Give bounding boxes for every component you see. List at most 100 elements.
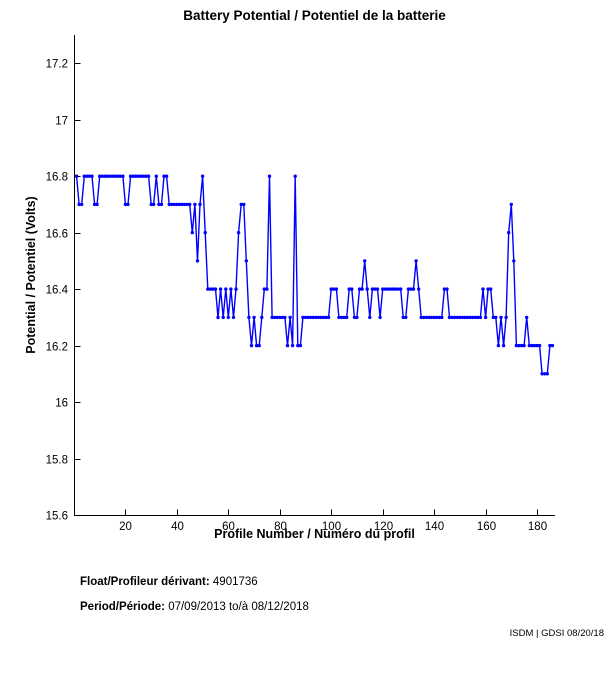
data-point-marker <box>450 315 454 320</box>
data-point-marker <box>190 230 194 235</box>
data-point-marker <box>458 315 462 320</box>
data-point-marker <box>260 315 264 320</box>
data-point-marker <box>257 343 261 348</box>
data-point-marker <box>465 315 470 320</box>
data-point-marker <box>339 315 344 320</box>
data-point-marker <box>113 174 117 178</box>
data-point-marker <box>92 202 97 207</box>
y-tick-label: 16.4 <box>46 285 69 297</box>
data-point-marker <box>180 202 184 207</box>
data-point-marker <box>391 287 395 291</box>
data-point-marker <box>80 202 84 207</box>
data-point-marker <box>375 287 380 291</box>
y-tick-label: 15.8 <box>46 455 68 467</box>
y-tick-label: 16.6 <box>46 229 68 241</box>
data-point-marker <box>370 287 375 291</box>
data-point-marker <box>134 174 138 178</box>
data-point-marker <box>442 287 447 291</box>
data-point-marker <box>437 315 441 320</box>
x-tick-label: 20 <box>119 521 132 533</box>
data-point-marker <box>301 315 305 320</box>
data-point-marker <box>272 315 277 320</box>
data-point-marker <box>77 202 81 207</box>
data-point-marker <box>162 174 166 178</box>
data-point-marker <box>525 315 529 320</box>
data-point-marker <box>491 315 495 320</box>
data-point-marker <box>447 315 452 320</box>
data-point-marker <box>422 315 426 320</box>
data-point-marker <box>218 287 223 291</box>
x-tick-label: 40 <box>171 521 184 533</box>
data-point-marker <box>357 287 362 291</box>
data-point-marker <box>481 287 485 291</box>
data-point-marker <box>85 174 89 178</box>
data-point-marker <box>463 315 467 320</box>
data-point-marker <box>103 174 107 178</box>
data-point-marker <box>401 315 405 320</box>
data-point-marker <box>216 315 220 320</box>
data-point-marker <box>108 174 112 178</box>
data-point-marker <box>319 315 323 320</box>
data-point-marker <box>265 287 269 291</box>
data-point-marker <box>455 315 459 320</box>
credit-text: ISDM | GDSI 08/20/18 <box>509 628 604 639</box>
data-point-marker <box>378 315 382 320</box>
data-point-marker <box>435 315 439 320</box>
data-point-marker <box>381 287 385 291</box>
float-id-value: 4901736 <box>209 576 258 588</box>
data-point-marker <box>326 315 331 320</box>
period-line: Period/Période: 07/09/2013 to/à 08/12/20… <box>80 601 309 613</box>
data-point-marker <box>342 315 346 320</box>
data-point-marker <box>82 174 87 178</box>
data-point-marker <box>131 174 135 178</box>
data-point-marker <box>512 259 516 263</box>
data-point-marker <box>128 174 133 178</box>
data-point-marker <box>267 174 272 178</box>
data-point-marker <box>347 287 351 291</box>
data-point-marker <box>504 315 508 320</box>
data-point-marker <box>118 174 123 178</box>
data-point-marker <box>334 287 339 291</box>
data-point-marker <box>95 202 99 207</box>
y-tick-label: 16 <box>55 398 68 410</box>
x-tick-label: 140 <box>425 521 444 533</box>
data-point-marker <box>152 202 156 207</box>
data-point-marker <box>486 287 490 291</box>
data-point-marker <box>417 287 421 291</box>
data-point-marker <box>234 287 238 291</box>
data-point-marker <box>182 202 187 207</box>
data-point-marker <box>345 315 349 320</box>
y-tick-label: 16.2 <box>46 342 68 354</box>
data-point-marker <box>254 343 259 348</box>
data-point-marker <box>193 202 197 207</box>
data-point-marker <box>172 202 176 207</box>
y-tick-label: 17.2 <box>46 59 68 71</box>
data-point-marker <box>537 343 542 348</box>
data-point-marker <box>527 343 531 348</box>
data-point-marker <box>74 174 79 178</box>
data-point-marker <box>121 174 125 178</box>
data-point-marker <box>249 343 254 348</box>
data-point-marker <box>499 315 503 320</box>
data-point-marker <box>198 202 202 207</box>
float-id-label: Float/Profileur dérivant: <box>80 576 210 588</box>
data-point-marker <box>195 259 200 263</box>
period-value: 07/09/2013 to/à 08/12/2018 <box>165 601 309 613</box>
data-point-marker <box>383 287 387 291</box>
data-point-marker <box>231 315 236 320</box>
data-point-marker <box>100 174 105 178</box>
data-point-marker <box>110 174 115 178</box>
data-point-marker <box>126 202 130 207</box>
data-point-marker <box>368 315 372 320</box>
data-point-marker <box>290 343 295 348</box>
data-point-marker <box>360 287 364 291</box>
data-point-marker <box>337 315 341 320</box>
data-point-marker <box>321 315 326 320</box>
data-point-marker <box>519 343 524 348</box>
data-point-marker <box>211 287 215 291</box>
data-point-marker <box>224 287 228 291</box>
data-point-marker <box>517 343 521 348</box>
data-point-marker <box>285 343 290 348</box>
